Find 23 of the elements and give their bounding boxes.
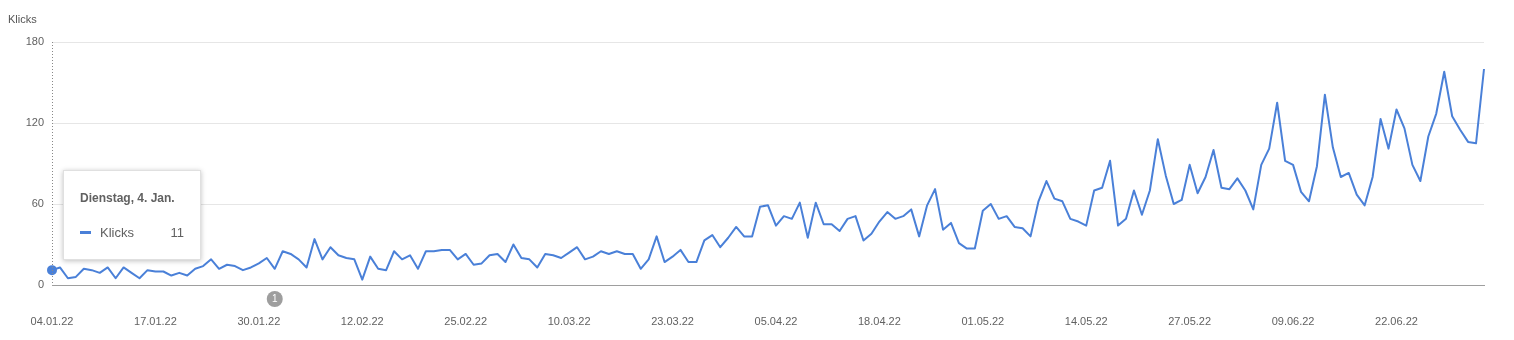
x-tick-label: 25.02.22 [444, 314, 488, 327]
x-tick-label: 12.02.22 [340, 314, 384, 327]
y-tick-label: 0 [37, 278, 44, 291]
x-tick-label: 05.04.22 [754, 314, 798, 327]
text: 1 [271, 293, 278, 305]
x-tick-label: 27.05.22 [1168, 314, 1212, 327]
x-tick-label: 17.01.22 [134, 314, 177, 327]
annotation: 11 [170, 225, 184, 240]
y-tick-label: 180 [25, 35, 44, 48]
x-tick-label: 01.05.22 [961, 314, 1005, 327]
legend-label: Klicks [100, 225, 134, 240]
annotation: Dienstag, 4. Jan. [80, 191, 175, 205]
x-tick-label: 22.06.22 [1375, 314, 1418, 327]
x-tick-label: 10.03.22 [547, 314, 591, 327]
y-tick-label: 120 [25, 116, 44, 129]
y-axis-title: Klicks [8, 13, 38, 26]
x-tick-label: 30.01.22 [237, 314, 281, 327]
x-tick-label: 09.06.22 [1271, 314, 1315, 327]
x-tick-label: 18.04.22 [857, 314, 901, 327]
x-tick-label: 23.03.22 [651, 314, 694, 327]
x-tick-label: 14.05.22 [1064, 314, 1108, 327]
x-tick-label: 04.01.22 [30, 314, 74, 327]
y-tick-label: 60 [31, 197, 44, 210]
